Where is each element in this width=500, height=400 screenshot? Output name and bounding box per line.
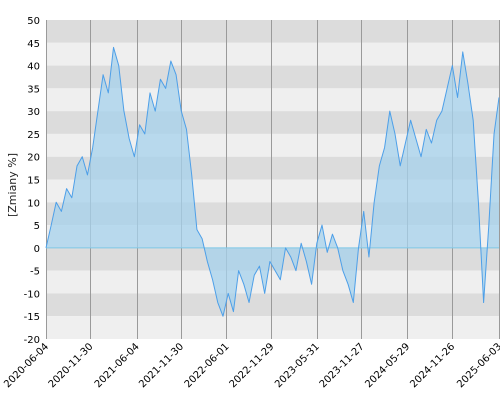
- grid-band: [46, 20, 499, 43]
- series-area: [46, 47, 499, 317]
- grid-band: [46, 65, 499, 89]
- x-tick-label: 2021-06-04: [93, 341, 142, 390]
- x-tick-label: 2022-11-29: [228, 341, 277, 390]
- y-tick-label: -5: [30, 267, 40, 278]
- y-tick-label: -15: [24, 312, 40, 323]
- series-line: [45, 46, 500, 317]
- grid-band: [46, 316, 499, 339]
- y-tick-label: 0: [34, 244, 40, 255]
- x-tick-label: 2020-11-30: [47, 341, 96, 390]
- y-tick-label: 45: [27, 39, 40, 50]
- y-tick-label: 50: [27, 16, 40, 27]
- grid-band: [46, 42, 499, 66]
- x-tick-label: 2025-06-03: [455, 341, 500, 390]
- y-tick-label: 20: [27, 153, 40, 164]
- y-tick-label: -20: [24, 335, 40, 346]
- grid-band: [46, 293, 499, 317]
- x-tick-label: 2022-06-01: [183, 341, 232, 390]
- y-tick-label: 40: [27, 62, 40, 73]
- y-tick-label: 5: [34, 221, 40, 232]
- x-tick-label: 2024-05-29: [363, 341, 412, 390]
- y-tick-label: 25: [27, 130, 40, 141]
- series-layer: [45, 46, 500, 317]
- x-tick-label: 2023-05-31: [273, 341, 322, 390]
- y-tick-label: 10: [27, 198, 40, 209]
- y-axis-label: [Zmiany %]: [6, 153, 19, 217]
- x-tick-label: 2024-11-26: [408, 341, 457, 390]
- y-tick-label: 15: [27, 176, 40, 187]
- y-tick-label: -10: [24, 289, 40, 300]
- x-tick-label: 2020-06-04: [2, 341, 51, 390]
- x-tick-label: 2021-11-30: [137, 341, 186, 390]
- y-tick-label: 30: [27, 107, 40, 118]
- y-tick-label: 35: [27, 84, 40, 95]
- grid-band: [46, 270, 499, 294]
- x-tick-label: 2023-11-27: [318, 341, 367, 390]
- x-axis-tick-labels: 2020-06-042020-11-302021-06-042021-11-30…: [2, 341, 500, 390]
